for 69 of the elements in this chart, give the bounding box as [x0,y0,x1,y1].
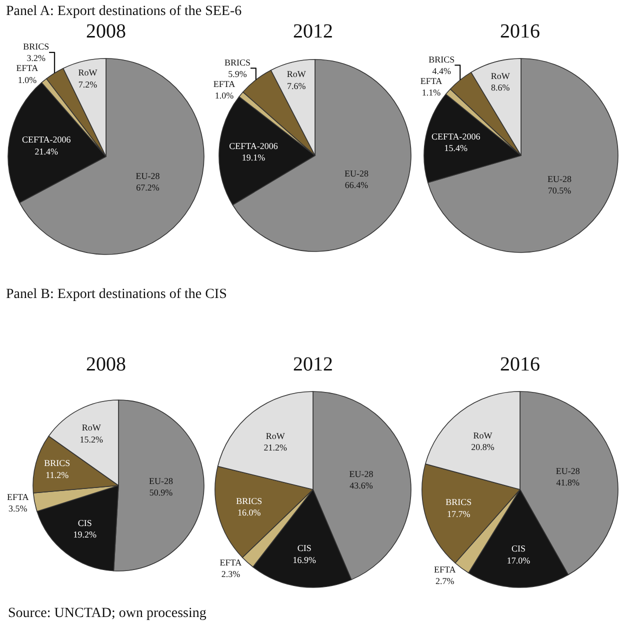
slice-label: EU-28 [548,174,572,184]
data-label: 19.2% [73,529,97,540]
data-label: 7.2% [78,79,98,90]
data-label: 15.2% [80,434,104,444]
data-label: 4.4% [432,66,452,76]
data-label: 19.1% [242,152,266,163]
slice-label: EU-28 [136,170,160,181]
slice-label: BRICS [428,54,455,64]
slice-label: BRICS [23,42,50,52]
chart-title: 2008 [86,353,126,376]
data-label: 1.0% [214,90,234,101]
slice-label: EFTA [16,63,39,74]
data-label: 70.5% [548,185,572,196]
slice-label: EFTA [420,76,443,86]
data-label: 7.6% [287,80,306,91]
slice-label: RoW [78,68,98,78]
data-label: 16.0% [238,508,262,518]
data-label: 11.2% [46,470,70,480]
slice-label: RoW [473,430,493,440]
slice-label: BRICS [224,57,250,68]
data-label: 8.6% [490,82,510,93]
slice-label: EU-28 [148,476,174,486]
data-label: 20.8% [471,442,495,452]
data-label: 3.2% [26,53,46,64]
slice-label: CIS [297,543,312,554]
data-label: 1.0% [18,74,38,85]
chart-subtitle: Panel A: Export destinations of the SEE-6 [6,4,242,20]
data-label: 16.9% [292,554,317,565]
data-label: 3.5% [8,504,28,514]
data-label: 41.8% [556,478,580,488]
chart-title: 2016 [500,353,540,376]
data-label: 1.1% [422,88,442,98]
slice-label: BRICS [44,458,70,468]
data-label: 2.3% [221,569,241,580]
data-label: 50.9% [149,488,174,498]
slice-label: EFTA [6,492,30,502]
data-label: 43.6% [350,480,374,490]
data-label: 66.4% [344,180,369,190]
data-label: 21.4% [34,146,58,156]
slice-label: EFTA [213,79,236,90]
chart-title: 2012 [293,20,333,42]
slice-label: EU-28 [556,466,580,476]
chart-subtitle: Panel B: Export destinations of the CIS [6,287,227,303]
slice-label: EU-28 [349,468,374,479]
slice-label: EFTA [220,558,242,568]
slice-label: RoW [266,431,286,442]
data-label: 67.2% [136,182,160,193]
slice-label: EU-28 [344,168,370,178]
slice-label: EFTA [434,564,456,574]
data-label: 5.9% [228,69,248,80]
slice-label: CIS [78,518,92,528]
data-label: 2.7% [435,576,455,586]
source-note: Source: UNCTAD; own processing [8,606,206,622]
chart-title: 2012 [293,353,333,376]
slice-label: CEFTA-2006 [22,134,72,145]
slice-label: BRICS [446,497,472,508]
data-label: 17.7% [446,508,471,519]
slice-label: BRICS [236,496,262,506]
chart-title: 2016 [500,20,540,42]
slice-label: RoW [82,422,102,433]
slice-label: CEFTA-2006 [229,140,278,151]
slice-label: CIS [512,544,526,554]
data-label: 15.4% [444,143,468,154]
chart-title: 2008 [86,20,126,42]
slice-label: RoW [490,70,510,81]
data-label: 21.2% [264,442,288,453]
slice-label: CEFTA-2006 [431,131,481,142]
slice-label: RoW [286,69,306,80]
data-label: 17.0% [506,555,531,566]
